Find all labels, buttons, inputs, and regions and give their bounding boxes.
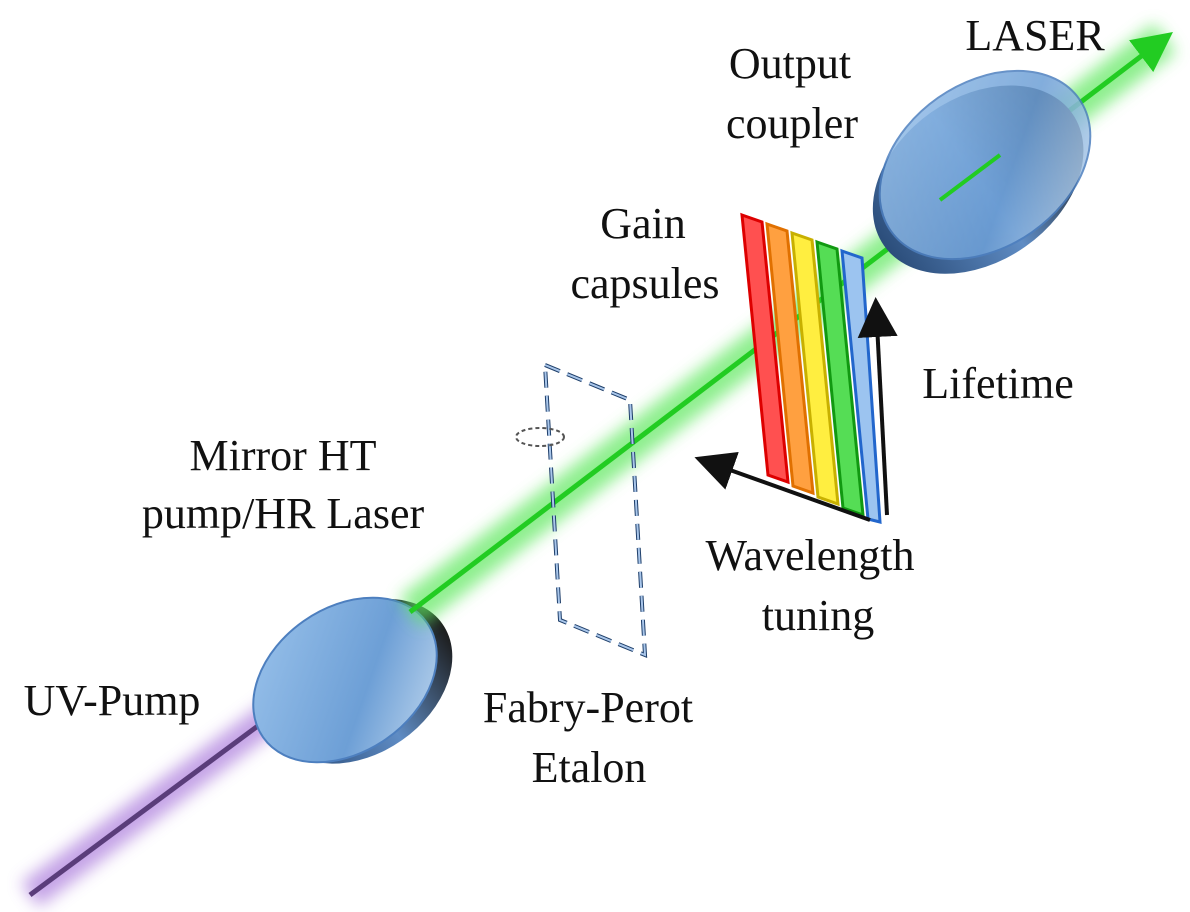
label: Gain xyxy=(600,199,686,248)
lifetime-arrow xyxy=(857,297,898,516)
label: pump/HR Laser xyxy=(142,489,425,538)
label: Fabry-Perot xyxy=(483,683,693,732)
etalon xyxy=(515,361,648,659)
wavelength-arrow xyxy=(694,451,871,522)
label: Etalon xyxy=(532,743,647,792)
label: Lifetime xyxy=(922,359,1074,408)
label: LASER xyxy=(965,11,1105,60)
label: capsules xyxy=(570,259,719,308)
label: coupler xyxy=(726,99,858,148)
label: Mirror HT xyxy=(190,431,377,480)
output-coupler xyxy=(872,69,1092,274)
mirror xyxy=(252,596,453,764)
gain-capsules xyxy=(740,212,882,524)
label: Output xyxy=(729,39,851,88)
label: tuning xyxy=(762,591,874,640)
beam-inside xyxy=(938,153,1002,202)
label: UV-Pump xyxy=(24,676,201,725)
label: Wavelength xyxy=(705,531,914,580)
